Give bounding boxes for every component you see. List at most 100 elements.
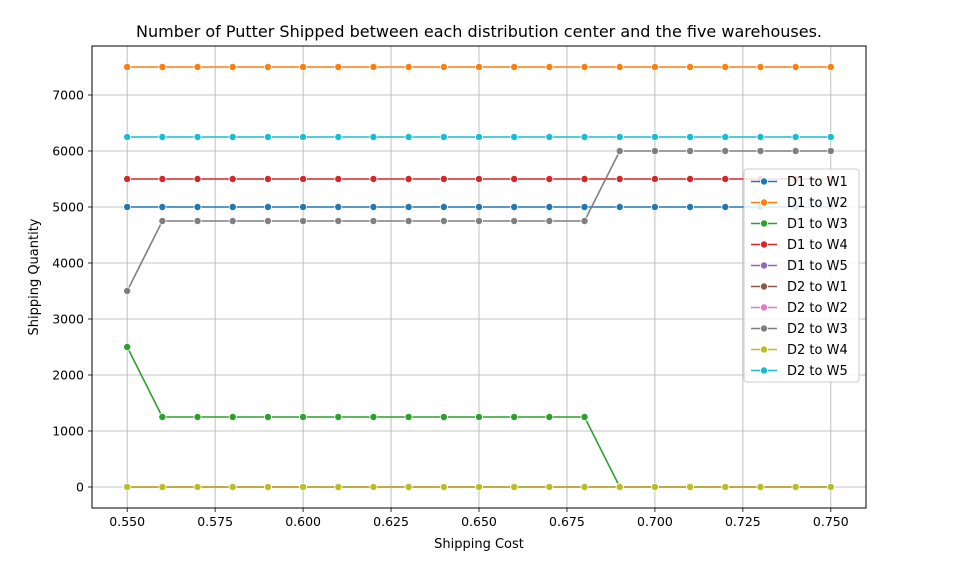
y-tick-label: 3000 [52,312,84,327]
data-point [299,132,308,141]
data-point [263,132,272,141]
legend-swatch-marker [760,303,769,312]
data-point [369,132,378,141]
data-point [791,63,800,72]
data-point [791,146,800,155]
data-point [158,132,167,141]
data-point [580,63,589,72]
data-point [686,202,695,211]
data-point [474,482,483,491]
data-point [826,63,835,72]
data-point [404,63,413,72]
data-point [439,202,448,211]
data-point [545,482,554,491]
data-point [228,216,237,225]
data-point [791,482,800,491]
data-point [369,412,378,421]
data-point [158,63,167,72]
data-point [756,63,765,72]
x-tick-label: 0.625 [373,514,409,529]
series-d2-to-w3 [123,146,835,295]
data-point [474,63,483,72]
data-point [545,174,554,183]
data-point [580,412,589,421]
data-point [650,63,659,72]
data-point [510,482,519,491]
data-point [439,216,448,225]
data-point [193,202,202,211]
data-point [369,174,378,183]
data-point [228,174,237,183]
data-point [615,63,624,72]
data-point [474,132,483,141]
data-point [545,216,554,225]
x-tick-label: 0.675 [549,514,585,529]
legend-label: D2 to W4 [787,343,848,358]
data-point [721,146,730,155]
legend-item: D2 to W5 [751,364,848,379]
data-point [580,482,589,491]
data-point [650,482,659,491]
data-point [474,216,483,225]
data-point [263,412,272,421]
data-point [510,63,519,72]
data-point [615,482,624,491]
data-point [439,412,448,421]
x-tick-label: 0.725 [725,514,761,529]
data-point [721,174,730,183]
data-point [123,174,132,183]
data-point [123,63,132,72]
data-point [193,216,202,225]
y-axis-title: Shipping Quantity [27,218,42,335]
legend-label: D1 to W1 [787,175,848,190]
data-point [404,174,413,183]
data-point [439,132,448,141]
data-point [474,412,483,421]
legend-item: D2 to W1 [751,280,848,295]
legend-swatch-marker [760,366,769,375]
data-point [123,342,132,351]
data-point [791,132,800,141]
data-point [686,482,695,491]
data-point [580,216,589,225]
data-point [510,216,519,225]
data-point [615,174,624,183]
data-point [193,63,202,72]
y-tick-label: 0 [76,480,84,495]
y-tick-label: 4000 [52,256,84,271]
series-group [123,63,835,491]
data-point [334,482,343,491]
data-point [369,63,378,72]
x-tick-label: 0.550 [109,514,145,529]
data-point [334,63,343,72]
x-axis-title: Shipping Cost [434,537,524,552]
data-point [334,202,343,211]
data-point [474,202,483,211]
data-point [228,412,237,421]
data-point [123,482,132,491]
x-tick-label: 0.700 [637,514,673,529]
data-point [299,412,308,421]
data-point [193,132,202,141]
data-point [545,132,554,141]
data-point [228,132,237,141]
data-point [299,482,308,491]
legend-label: D2 to W5 [787,364,848,379]
data-point [474,174,483,183]
data-point [263,216,272,225]
data-point [721,202,730,211]
legend-item: D1 to W2 [751,196,848,211]
data-point [756,132,765,141]
series-d1-to-w4 [123,174,835,183]
x-tick-label: 0.750 [813,514,849,529]
legend-swatch-marker [760,198,769,207]
legend-label: D1 to W4 [787,238,848,253]
data-point [721,482,730,491]
data-point [439,63,448,72]
x-tick-label: 0.650 [461,514,497,529]
y-tick-label: 7000 [52,88,84,103]
data-point [158,216,167,225]
data-point [580,132,589,141]
y-tick-label: 5000 [52,200,84,215]
data-point [580,174,589,183]
